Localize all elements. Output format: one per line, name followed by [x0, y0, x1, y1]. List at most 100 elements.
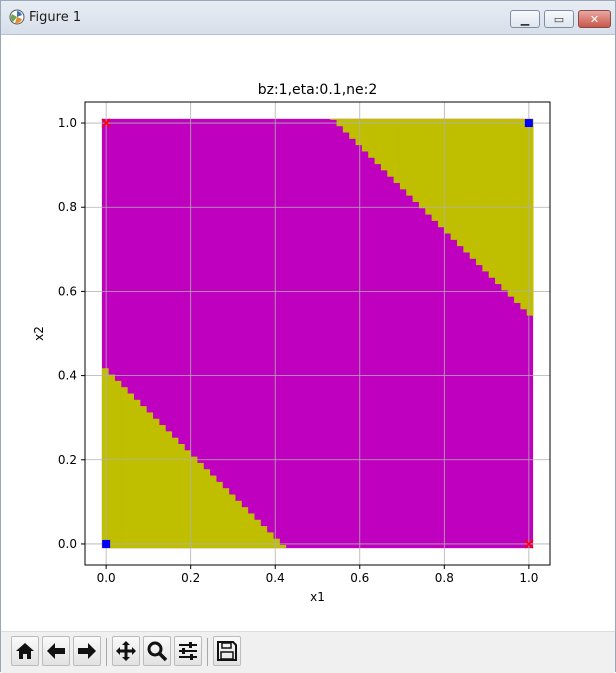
region-class-b-cell — [526, 118, 534, 316]
grid-lines — [85, 102, 550, 565]
region-class-b-cell — [374, 118, 382, 165]
region-class-b-cell — [457, 118, 464, 247]
region-class-b-cell — [190, 456, 198, 549]
region-class-b-cell — [158, 425, 166, 549]
region-class-b-cell — [101, 368, 109, 549]
region-class-b-cell — [444, 118, 452, 234]
region-class-b-cell — [133, 399, 141, 549]
region-class-b-cell — [165, 431, 173, 549]
region-class-b-cell — [349, 118, 356, 139]
region-class-b-cell — [406, 118, 414, 196]
data-point-square — [102, 539, 111, 548]
toolbar-separator — [106, 638, 107, 666]
region-class-b-cell — [228, 494, 236, 549]
x-tick-label: 0.2 — [181, 571, 200, 585]
region-class-b-cell — [431, 118, 439, 221]
x-tick-label: 0.6 — [350, 571, 369, 585]
zoom-button[interactable] — [143, 636, 171, 666]
region-class-b-cell — [387, 118, 394, 177]
pan-button[interactable] — [112, 636, 140, 666]
maximize-icon: ▭ — [553, 12, 565, 26]
region-class-b-cell — [399, 118, 407, 190]
x-marker-stroke — [524, 539, 534, 549]
region-class-b-cell — [139, 406, 147, 549]
region-class-b-cell — [273, 538, 280, 549]
region-class-b-cell — [412, 118, 420, 202]
back-arrow-icon — [47, 643, 65, 659]
region-class-b-cell — [178, 443, 185, 549]
region-class-b-cell — [482, 118, 490, 272]
maximize-button[interactable]: ▭ — [544, 10, 574, 28]
region-class-b-cell — [114, 380, 122, 549]
region-class-b-cell — [120, 387, 128, 549]
data-point-square — [524, 119, 533, 128]
axes-frame — [84, 101, 551, 566]
data-point-x — [524, 539, 534, 549]
configure-subplots-icon — [179, 642, 197, 660]
forward-arrow-icon — [78, 643, 96, 659]
region-class-b-cell — [235, 500, 242, 549]
axis-ticks: 0.0 0.2 0.4 0.6 0.8 1.0 0.0 0.2 0.4 0.6 0.8 1.0 — [58, 116, 539, 585]
region-class-b-cell — [425, 118, 433, 215]
save-icon — [217, 641, 237, 661]
toolbar-separator — [207, 638, 208, 666]
region-class-b-cell — [380, 118, 388, 171]
configure-subplots-button[interactable] — [174, 636, 202, 666]
region-class-b-cell — [203, 469, 211, 549]
region-class-b-cell — [476, 118, 483, 266]
navigation-toolbar — [1, 631, 615, 673]
x-tick-label: 0.4 — [266, 571, 285, 585]
region-class-b-cell — [368, 118, 375, 158]
chart-title: bz:1,eta:0.1,ne:2 — [258, 82, 378, 98]
minimize-icon: ▁ — [520, 12, 530, 26]
region-class-b-cell — [463, 118, 471, 253]
minimize-button[interactable]: ▁ — [510, 10, 540, 28]
region-class-b-cell — [418, 118, 426, 209]
x-axis-label: x1 — [310, 590, 325, 604]
figure-canvas[interactable]: 0.0 0.2 0.4 0.6 0.8 1.0 0.0 0.2 0.4 0.6 0.8 1.0 bz:… — [8, 35, 610, 631]
region-class-b-cell — [330, 118, 337, 120]
save-button[interactable] — [213, 636, 241, 666]
region-class-b-cell — [437, 118, 445, 228]
title-bar[interactable]: Figure 1 ▁ ▭ ✕ — [1, 1, 615, 35]
region-class-b-cell — [342, 118, 350, 133]
close-button[interactable]: ✕ — [578, 10, 611, 28]
pan-icon — [116, 641, 136, 661]
back-button[interactable] — [42, 636, 70, 666]
home-button[interactable] — [11, 636, 39, 666]
x-tick-label: 1.0 — [519, 571, 538, 585]
region-class-b-cell — [171, 437, 179, 549]
region-class-b-cell — [197, 462, 204, 549]
region-class-b-cell — [127, 393, 135, 549]
plot-svg: 0.0 0.2 0.4 0.6 0.8 1.0 0.0 0.2 0.4 0.6 0.8 1.0 bz:… — [32, 82, 551, 604]
forward-button[interactable] — [73, 636, 101, 666]
data-point-x — [101, 118, 111, 128]
data-points — [101, 118, 534, 549]
y-tick-label: 0.2 — [58, 453, 77, 467]
y-tick-label: 0.8 — [58, 200, 77, 214]
region-class-b-cell — [501, 118, 509, 291]
close-icon: ✕ — [589, 12, 600, 26]
decision-regions — [101, 118, 534, 549]
region-class-b-cell — [507, 118, 515, 297]
region-class-b-cell — [254, 519, 261, 549]
region-class-b-cell — [393, 118, 401, 184]
region-class-b-cell — [260, 526, 268, 549]
region-class-b-cell — [152, 418, 160, 549]
region-class-b-cell — [336, 118, 344, 127]
x-marker-stroke — [101, 118, 111, 128]
region-class-b-cell — [108, 374, 115, 549]
region-class-b-cell — [514, 118, 521, 303]
region-class-b-cell — [488, 118, 496, 278]
y-axis-label: x2 — [32, 326, 46, 341]
region-class-b-cell — [361, 118, 369, 152]
region-class-b-cell — [469, 118, 477, 259]
region-class-b-cell — [279, 545, 287, 549]
y-tick-label: 0.0 — [58, 537, 77, 551]
region-class-b-cell — [209, 475, 217, 549]
x-tick-label: 0.8 — [435, 571, 454, 585]
region-class-b-cell — [216, 481, 223, 549]
region-class-b-cell — [450, 118, 458, 240]
region-class-b-cell — [247, 513, 255, 549]
